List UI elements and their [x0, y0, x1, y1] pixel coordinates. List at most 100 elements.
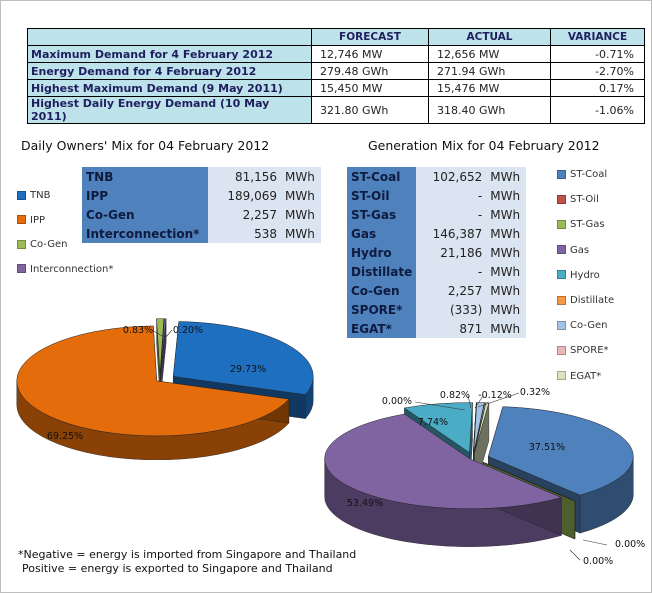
owners-row-unit: MWh — [281, 205, 321, 224]
summary-actual: 318.40 GWh — [428, 96, 551, 124]
generation-row-value: - — [416, 205, 487, 224]
generation-row: Gas 146,387 MWh — [347, 224, 527, 243]
generation-row: ST-Gas - MWh — [347, 205, 527, 224]
legend-item: Distillate — [557, 295, 614, 306]
summary-forecast: 279.48 GWh — [311, 62, 429, 80]
generation-row-name: ST-Gas — [347, 205, 417, 224]
generation-row-value: - — [416, 186, 487, 205]
legend-swatch — [17, 215, 26, 224]
generation-row-unit: MWh — [486, 319, 527, 338]
summary-forecast: 15,450 MW — [311, 79, 429, 97]
owners-pie-chart: 29.73% 69.25% 0.83% 0.20% — [16, 318, 314, 460]
owners-row: Interconnection* 538 MWh — [82, 224, 321, 243]
legend-item: Gas — [557, 245, 589, 256]
generation-row-unit: MWh — [486, 281, 527, 300]
generation-row-value: - — [416, 262, 487, 281]
pie-leader-line — [569, 549, 581, 561]
legend-label: SPORE* — [570, 345, 609, 357]
summary-row-label: Energy Demand for 4 February 2012 — [27, 62, 312, 80]
summary-header-forecast: FORECAST — [311, 28, 429, 46]
footnote: *Negative = energy is imported from Sing… — [18, 548, 356, 576]
legend-swatch — [557, 295, 566, 305]
pie-slice — [473, 402, 477, 453]
legend-swatch — [557, 270, 566, 280]
summary-row: Highest Daily Energy Demand (10 May 2011… — [27, 96, 645, 124]
legend-item: ST-Coal — [557, 169, 607, 180]
generation-row-unit: MWh — [486, 300, 527, 319]
summary-row: Maximum Demand for 4 February 2012 12,74… — [27, 45, 645, 63]
legend-item: SPORE* — [557, 345, 609, 356]
owners-mix-title: Daily Owners' Mix for 04 February 2012 — [21, 138, 270, 153]
summary-row: Energy Demand for 4 February 2012 279.48… — [27, 62, 645, 80]
summary-row-label: Highest Daily Energy Demand (10 May 2011… — [27, 96, 312, 124]
generation-row-unit: MWh — [486, 205, 527, 224]
generation-row: EGAT* 871 MWh — [347, 319, 527, 338]
pie-data-label: -0.12% — [478, 390, 512, 401]
pie-data-label: 0.32% — [520, 387, 550, 398]
pie-leader-line — [467, 395, 472, 409]
pie-slice — [488, 406, 634, 496]
generation-row: ST-Coal 102,652 MWh — [347, 167, 527, 186]
summary-actual: 12,656 MW — [428, 45, 551, 63]
owners-row-unit: MWh — [281, 224, 321, 243]
owners-row-unit: MWh — [281, 186, 321, 205]
legend-swatch — [557, 320, 566, 330]
legend-label: TNB — [30, 190, 51, 201]
owners-row: Co-Gen 2,257 MWh — [82, 205, 321, 224]
generation-row-value: 102,652 — [416, 167, 487, 186]
legend-item: Hydro — [557, 270, 600, 281]
legend-label: Hydro — [570, 269, 600, 281]
legend-item: ST-Gas — [557, 219, 605, 230]
legend-label: Gas — [570, 244, 590, 256]
pie-data-label: 0.83% — [123, 325, 153, 336]
summary-variance: -0.71% — [550, 45, 645, 63]
generation-row: SPORE* (333) MWh — [347, 300, 527, 319]
legend-swatch — [17, 264, 26, 273]
pie-data-label: 7.74% — [418, 417, 448, 428]
owners-row-value: 2,257 — [208, 205, 281, 224]
pie-slice — [16, 325, 290, 437]
generation-row-value: 871 — [416, 319, 487, 338]
generation-row-name: Distillate — [347, 262, 417, 281]
summary-forecast: 321.80 GWh — [311, 96, 429, 124]
summary-variance: -1.06% — [550, 96, 645, 124]
legend-label: ST-Gas — [570, 219, 605, 231]
legend-swatch — [557, 245, 566, 255]
owners-mix-table: TNB 81,156 MWh IPP 189,069 MWh Co-Gen 2,… — [82, 167, 321, 243]
summary-forecast: 12,746 MW — [311, 45, 429, 63]
generation-mix-title: Generation Mix for 04 February 2012 — [368, 138, 600, 153]
generation-row-unit: MWh — [486, 243, 527, 262]
legend-swatch — [17, 239, 26, 249]
owners-row-unit: MWh — [281, 167, 321, 186]
pie-data-label: 0.20% — [173, 325, 203, 336]
generation-row: Distillate - MWh — [347, 262, 527, 281]
generation-row: Co-Gen 2,257 MWh — [347, 281, 527, 300]
legend-label: Co-Gen — [30, 239, 68, 250]
pie-data-label: 0.00% — [583, 556, 613, 567]
pie-slice — [324, 413, 563, 509]
generation-row-name: Hydro — [347, 243, 417, 262]
pie-data-label: 37.51% — [529, 442, 565, 453]
generation-row-name: Gas — [347, 224, 417, 243]
pie-slice — [156, 318, 165, 374]
pie-leader-line — [414, 401, 466, 411]
generation-row-name: ST-Coal — [347, 167, 417, 186]
summary-header-row: FORECAST ACTUAL VARIANCE — [27, 28, 645, 46]
legend-item: Co-Gen — [17, 239, 68, 250]
summary-header-blank — [27, 28, 312, 46]
generation-row-name: ST-Oil — [347, 186, 417, 205]
legend-swatch — [557, 219, 566, 229]
pie-leader-line — [165, 329, 173, 338]
owners-row-value: 538 — [208, 224, 281, 243]
pie-data-label: 69.25% — [47, 431, 83, 442]
legend-label: Distillate — [570, 295, 615, 306]
legend-label: ST-Oil — [570, 194, 599, 206]
pie-leader-line — [151, 329, 165, 338]
pie-slice — [474, 402, 490, 453]
legend-label: ST-Coal — [570, 169, 608, 180]
generation-row-value: 21,186 — [416, 243, 487, 262]
legend-swatch — [557, 371, 566, 381]
legend-label: Interconnection* — [30, 263, 114, 275]
generation-row-name: Co-Gen — [347, 281, 417, 300]
pie-slice — [160, 318, 167, 374]
